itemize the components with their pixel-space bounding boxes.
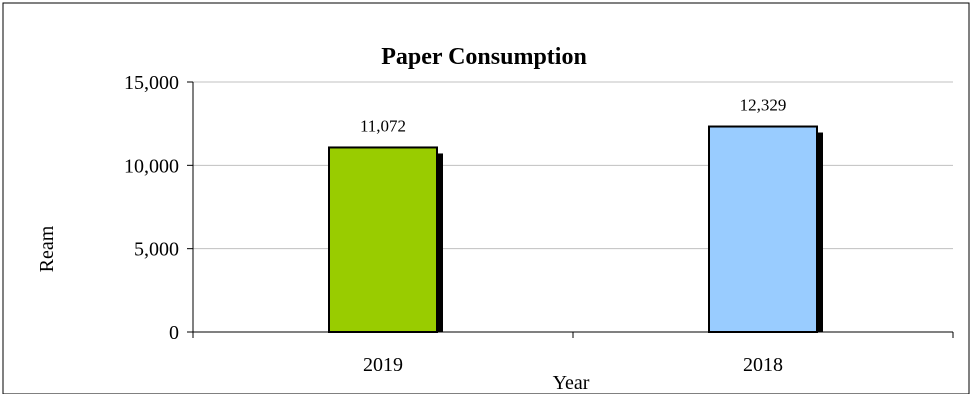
y-tick-label: 0 — [169, 322, 179, 344]
chart-title: Paper Consumption — [381, 44, 587, 70]
y-tick-label: 10,000 — [124, 155, 179, 177]
data-labels: 11,072 12,329 — [360, 96, 786, 136]
data-label-2018: 12,329 — [740, 96, 787, 115]
y-axis-ticks: 0 5,000 10,000 15,000 — [124, 72, 193, 344]
bar-2019 — [328, 146, 438, 333]
y-axis-label: Ream — [36, 225, 58, 272]
data-label-2019: 11,072 — [360, 116, 406, 135]
y-tick-label: 15,000 — [124, 72, 179, 94]
gridlines — [193, 81, 953, 250]
bars — [328, 125, 823, 334]
bar-2018 — [708, 125, 818, 334]
x-axis-ticks: 2019 2018 — [192, 332, 954, 376]
x-axis-label: Year — [553, 372, 590, 394]
x-tick-label: 2019 — [363, 354, 403, 376]
x-tick-label: 2018 — [743, 354, 783, 376]
y-tick-label: 5,000 — [134, 239, 179, 261]
